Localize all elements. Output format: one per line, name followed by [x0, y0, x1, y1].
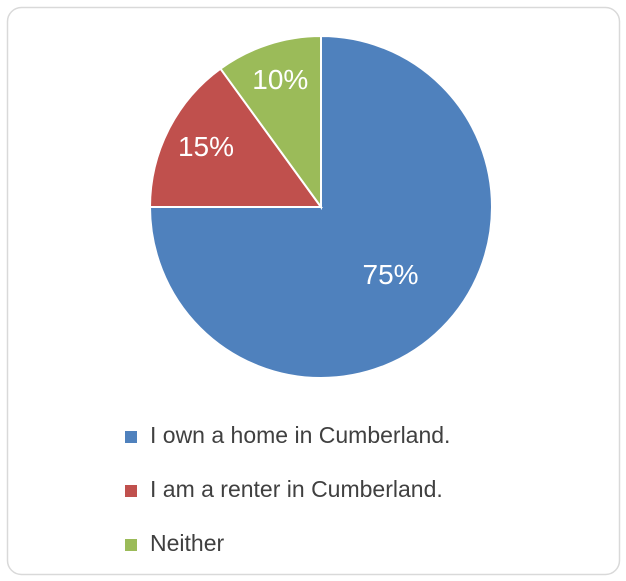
legend-label: I am a renter in Cumberland. — [150, 476, 443, 502]
legend-swatch — [125, 539, 137, 551]
legend-swatch — [125, 431, 137, 443]
data-label: 75% — [363, 259, 419, 290]
pie-slice — [148, 34, 493, 379]
data-label: 10% — [252, 64, 308, 95]
data-label: 15% — [178, 131, 234, 162]
pie-slice — [219, 34, 322, 211]
legend-swatch — [125, 485, 137, 497]
pie-slice — [148, 67, 323, 208]
legend-label: I own a home in Cumberland. — [150, 422, 450, 448]
legend-label: Neither — [150, 530, 224, 556]
